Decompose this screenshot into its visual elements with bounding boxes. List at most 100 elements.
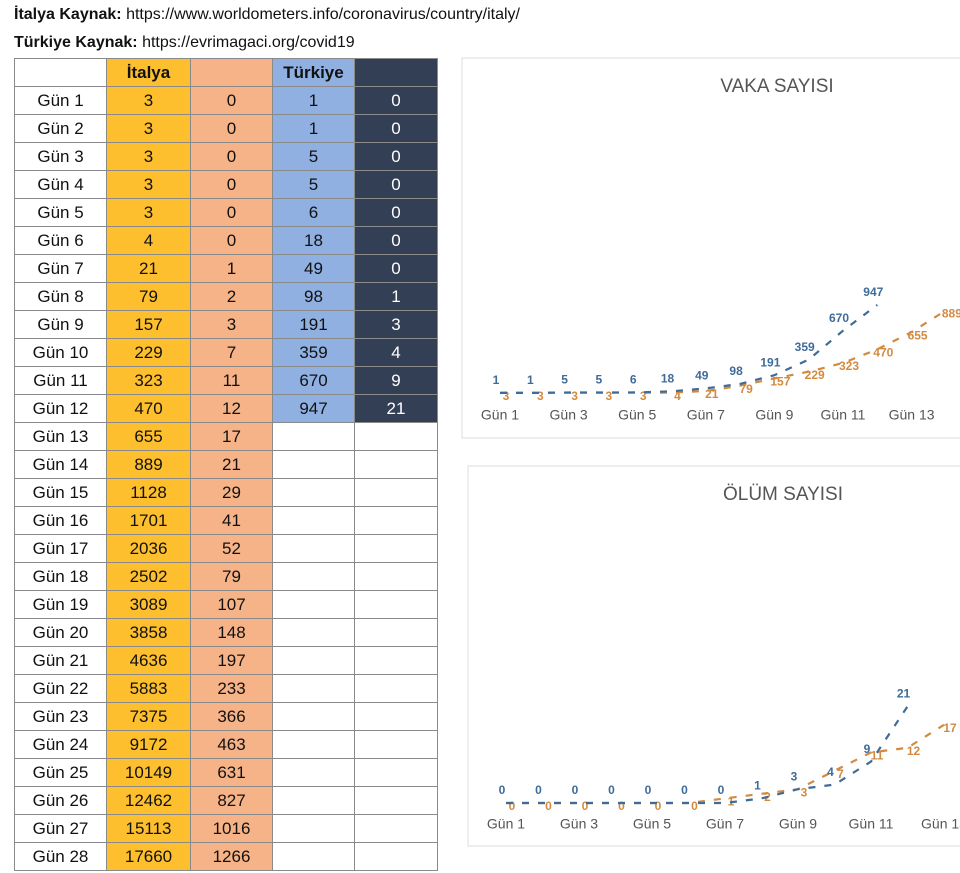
data-label: 0 <box>499 783 506 797</box>
table-cell: Gün 16 <box>14 506 107 535</box>
table-cell: 49 <box>272 254 355 283</box>
empty-cell <box>354 562 438 591</box>
table-cell: 366 <box>190 702 273 731</box>
table-cell: 12462 <box>106 786 191 815</box>
data-label: 98 <box>729 364 743 378</box>
table-cell: 0 <box>354 226 438 255</box>
table-cell: Gün 21 <box>14 646 107 675</box>
data-line <box>506 723 945 805</box>
data-label: 0 <box>618 799 625 813</box>
table-cell: 7 <box>190 338 273 367</box>
data-label: 0 <box>645 783 652 797</box>
table-cell: 0 <box>354 114 438 143</box>
table-cell: 1266 <box>190 842 273 871</box>
table-cell: 0 <box>354 142 438 171</box>
data-label: 229 <box>805 368 825 382</box>
table-row: Gün 26 12462 827 <box>14 786 438 815</box>
table-cell: 21 <box>354 394 438 423</box>
data-label: 0 <box>691 799 698 813</box>
empty-cell <box>354 786 438 815</box>
table-cell: 41 <box>190 506 273 535</box>
table-cell: 107 <box>190 590 273 619</box>
table-row: Gün 7 21 1 49 0 <box>14 254 438 283</box>
table-cell: 0 <box>190 86 273 115</box>
empty-cell <box>14 58 107 87</box>
empty-cell <box>354 730 438 759</box>
empty-cell <box>354 674 438 703</box>
table-row: Gün 13 655 17 <box>14 422 438 451</box>
data-label: 0 <box>545 799 552 813</box>
table-cell: Gün 6 <box>14 226 107 255</box>
table-cell: 15113 <box>106 814 191 843</box>
table-cell: Gün 4 <box>14 170 107 199</box>
table-cell: Gün 12 <box>14 394 107 423</box>
data-label: 157 <box>770 375 790 389</box>
table-row: Gün 23 7375 366 <box>14 702 438 731</box>
table-row: Gün 6 4 0 18 0 <box>14 226 438 255</box>
table-cell: Gün 11 <box>14 366 107 395</box>
source-url: https://www.worldometers.info/coronaviru… <box>126 6 520 23</box>
table-cell: 3 <box>354 310 438 339</box>
table-row: Gün 16 1701 41 <box>14 506 438 535</box>
data-label: 655 <box>908 328 928 342</box>
table-cell: 631 <box>190 758 273 787</box>
chart-frame <box>461 57 960 439</box>
table-cell: 0 <box>354 170 438 199</box>
empty-cell <box>272 674 355 703</box>
empty-cell <box>354 702 438 731</box>
table-row: Gün 17 2036 52 <box>14 534 438 563</box>
table-cell: 21 <box>106 254 191 283</box>
empty-cell <box>354 422 438 451</box>
empty-cell <box>272 590 355 619</box>
data-label: 0 <box>582 799 589 813</box>
table-cell: Gün 5 <box>14 198 107 227</box>
data-label: 0 <box>681 783 688 797</box>
table-cell: 229 <box>106 338 191 367</box>
table-cell: 359 <box>272 338 355 367</box>
table-cell: 3 <box>106 86 191 115</box>
table-cell: 5 <box>272 142 355 171</box>
x-tick-label: Gün 7 <box>687 407 725 423</box>
data-label: 21 <box>897 687 911 701</box>
source-line: İtalya Kaynak: https://www.worldometers.… <box>14 6 520 24</box>
table-cell: 2502 <box>106 562 191 591</box>
table-row: Gün 9 157 3 191 3 <box>14 310 438 339</box>
empty-cell <box>272 646 355 675</box>
table-cell: 79 <box>106 282 191 311</box>
data-label: 0 <box>509 799 516 813</box>
data-label: 0 <box>655 799 662 813</box>
table-cell: 9172 <box>106 730 191 759</box>
data-label: 0 <box>608 783 615 797</box>
data-label: 1 <box>527 373 534 387</box>
x-tick-label: Gün 1 <box>481 407 519 423</box>
data-label: 3 <box>606 389 613 403</box>
empty-cell <box>190 58 273 87</box>
empty-cell <box>354 618 438 647</box>
table-cell: 197 <box>190 646 273 675</box>
data-label: 21 <box>705 387 719 401</box>
empty-cell <box>354 450 438 479</box>
x-tick-label: Gün 5 <box>618 407 656 423</box>
table-cell: Türkiye <box>272 58 355 87</box>
empty-cell <box>354 534 438 563</box>
table-row: Gün 28 17660 1266 <box>14 842 438 871</box>
table-cell: 0 <box>354 198 438 227</box>
data-line <box>500 304 878 394</box>
table-cell: Gün 9 <box>14 310 107 339</box>
table-cell: 98 <box>272 282 355 311</box>
chart-title: VAKA SAYISI <box>720 76 833 97</box>
table-row: Gün 11 323 11 670 9 <box>14 366 438 395</box>
table-cell: 4636 <box>106 646 191 675</box>
data-label: 359 <box>795 340 815 354</box>
data-label: 79 <box>739 382 753 396</box>
table-cell: 947 <box>272 394 355 423</box>
x-tick-label: Gün 3 <box>560 816 598 832</box>
x-tick-label: Gün 13 <box>921 816 960 832</box>
empty-cell <box>272 534 355 563</box>
table-cell: 21 <box>190 450 273 479</box>
data-label: 0 <box>535 783 542 797</box>
empty-cell <box>354 58 438 87</box>
data-label: 670 <box>829 311 849 325</box>
